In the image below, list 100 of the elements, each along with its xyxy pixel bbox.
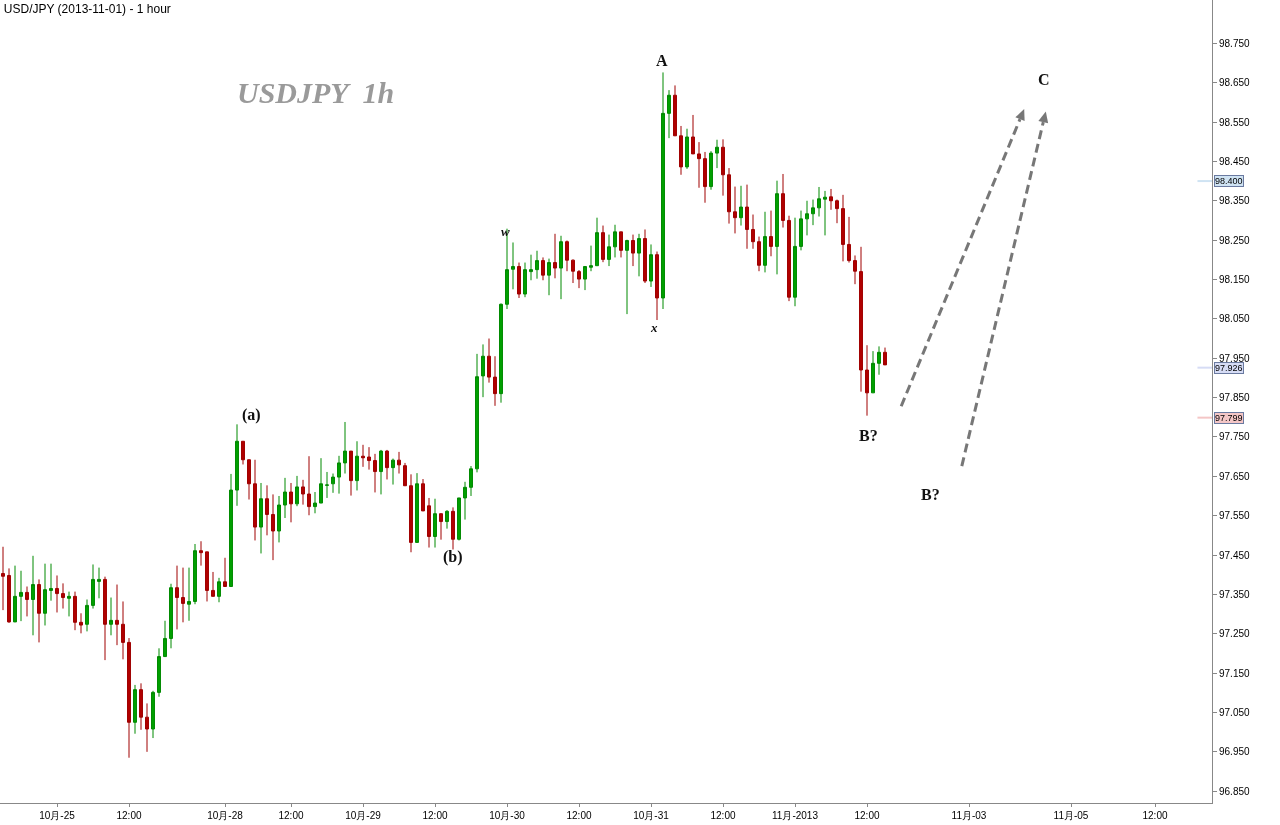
y-tick-label: 97.350 bbox=[1219, 588, 1251, 600]
y-tick-label: 98.450 bbox=[1219, 155, 1251, 167]
candlestick bbox=[451, 506, 455, 550]
candlestick bbox=[817, 186, 821, 217]
candlestick bbox=[811, 199, 815, 226]
candlestick bbox=[241, 440, 245, 465]
candlestick bbox=[655, 251, 659, 321]
y-tick-label: 98.250 bbox=[1219, 234, 1251, 246]
candlestick bbox=[703, 151, 707, 204]
candlestick bbox=[163, 620, 167, 658]
x-tick-label: 11月-03 bbox=[951, 810, 987, 821]
y-tick-label: 97.450 bbox=[1219, 549, 1251, 561]
ref-line-label: 97.926 bbox=[1215, 363, 1243, 373]
annotation: (b) bbox=[443, 548, 463, 566]
candlestick bbox=[115, 584, 119, 646]
candlestick bbox=[397, 451, 401, 475]
candlestick bbox=[229, 473, 233, 587]
candlestick bbox=[877, 345, 881, 376]
candlestick bbox=[865, 344, 869, 417]
candlestick bbox=[211, 571, 215, 597]
candlestick bbox=[853, 254, 857, 285]
candlestick bbox=[835, 199, 839, 224]
candlestick bbox=[25, 586, 29, 617]
candlestick bbox=[343, 421, 347, 475]
candlestick bbox=[847, 216, 851, 264]
y-tick-label: 97.750 bbox=[1219, 431, 1251, 443]
x-tick-label: 10月-31 bbox=[633, 810, 670, 821]
candlestick bbox=[625, 239, 629, 315]
candlestick bbox=[649, 243, 653, 288]
candlestick bbox=[349, 450, 353, 497]
candlestick bbox=[463, 481, 467, 521]
candlestick bbox=[439, 513, 443, 541]
candlestick bbox=[277, 495, 281, 543]
x-tick-label: 12:00 bbox=[278, 810, 304, 821]
candlestick bbox=[7, 567, 11, 624]
y-tick-label: 98.550 bbox=[1219, 116, 1251, 128]
candlestick bbox=[859, 246, 863, 393]
candlestick bbox=[481, 343, 485, 398]
candlestick bbox=[667, 89, 671, 139]
candlestick bbox=[457, 497, 461, 541]
candlestick bbox=[541, 256, 545, 281]
candlestick bbox=[307, 455, 311, 516]
candlestick bbox=[535, 250, 539, 280]
candlestick bbox=[205, 551, 209, 602]
candlestick bbox=[679, 125, 683, 176]
candlestick bbox=[661, 71, 665, 310]
y-tick-label: 97.050 bbox=[1219, 706, 1251, 718]
candlestick bbox=[475, 353, 479, 473]
candlestick bbox=[421, 478, 425, 512]
candlestick bbox=[691, 114, 695, 155]
candlestick bbox=[253, 459, 257, 541]
y-tick-label: 96.850 bbox=[1219, 785, 1251, 797]
candlestick bbox=[685, 128, 689, 170]
x-tick-label: 12:00 bbox=[116, 810, 142, 821]
annotation: A bbox=[656, 52, 668, 69]
candlestick bbox=[331, 473, 335, 494]
candlestick bbox=[379, 449, 383, 495]
candlestick bbox=[139, 682, 143, 731]
candlestick bbox=[607, 234, 611, 267]
candlestick bbox=[553, 233, 557, 279]
candlestick bbox=[559, 235, 563, 300]
candlestick bbox=[61, 582, 65, 610]
annotation: C bbox=[1038, 71, 1050, 88]
x-tick-label: 12:00 bbox=[566, 810, 592, 821]
candlestick bbox=[883, 347, 887, 366]
candlestick bbox=[373, 453, 377, 493]
candlestick bbox=[805, 200, 809, 236]
candlestick bbox=[469, 465, 473, 497]
candlestick bbox=[577, 269, 581, 289]
candlestick bbox=[193, 543, 197, 605]
candlestick bbox=[589, 245, 593, 272]
candlestick bbox=[601, 225, 605, 263]
x-tick-label: 11月-05 bbox=[1053, 810, 1089, 821]
candlestick bbox=[613, 224, 617, 258]
y-tick-label: 97.850 bbox=[1219, 392, 1251, 404]
candlestick bbox=[199, 540, 203, 567]
candlestick bbox=[499, 302, 503, 404]
candlestick bbox=[523, 262, 527, 298]
x-tick-label: 12:00 bbox=[422, 810, 448, 821]
candlestick bbox=[55, 574, 59, 613]
candlestick bbox=[259, 482, 263, 554]
candlestick bbox=[37, 578, 41, 643]
candlestick bbox=[121, 600, 125, 660]
candlestick bbox=[289, 482, 293, 523]
candlestick bbox=[361, 444, 365, 468]
candlestick bbox=[283, 477, 287, 519]
candlestick bbox=[631, 234, 635, 267]
candlestick bbox=[415, 472, 419, 543]
candlestick bbox=[127, 637, 131, 759]
candlestick bbox=[151, 690, 155, 739]
candlestick bbox=[169, 583, 173, 649]
x-tick-label: 10月-25 bbox=[39, 810, 76, 821]
candlestick bbox=[385, 449, 389, 480]
candlestick bbox=[433, 498, 437, 549]
candlestick bbox=[313, 491, 317, 514]
candlestick bbox=[583, 265, 587, 291]
candlestick bbox=[19, 570, 23, 622]
candlestick bbox=[727, 167, 731, 225]
candlestick bbox=[319, 457, 323, 504]
candlestick bbox=[745, 184, 749, 250]
